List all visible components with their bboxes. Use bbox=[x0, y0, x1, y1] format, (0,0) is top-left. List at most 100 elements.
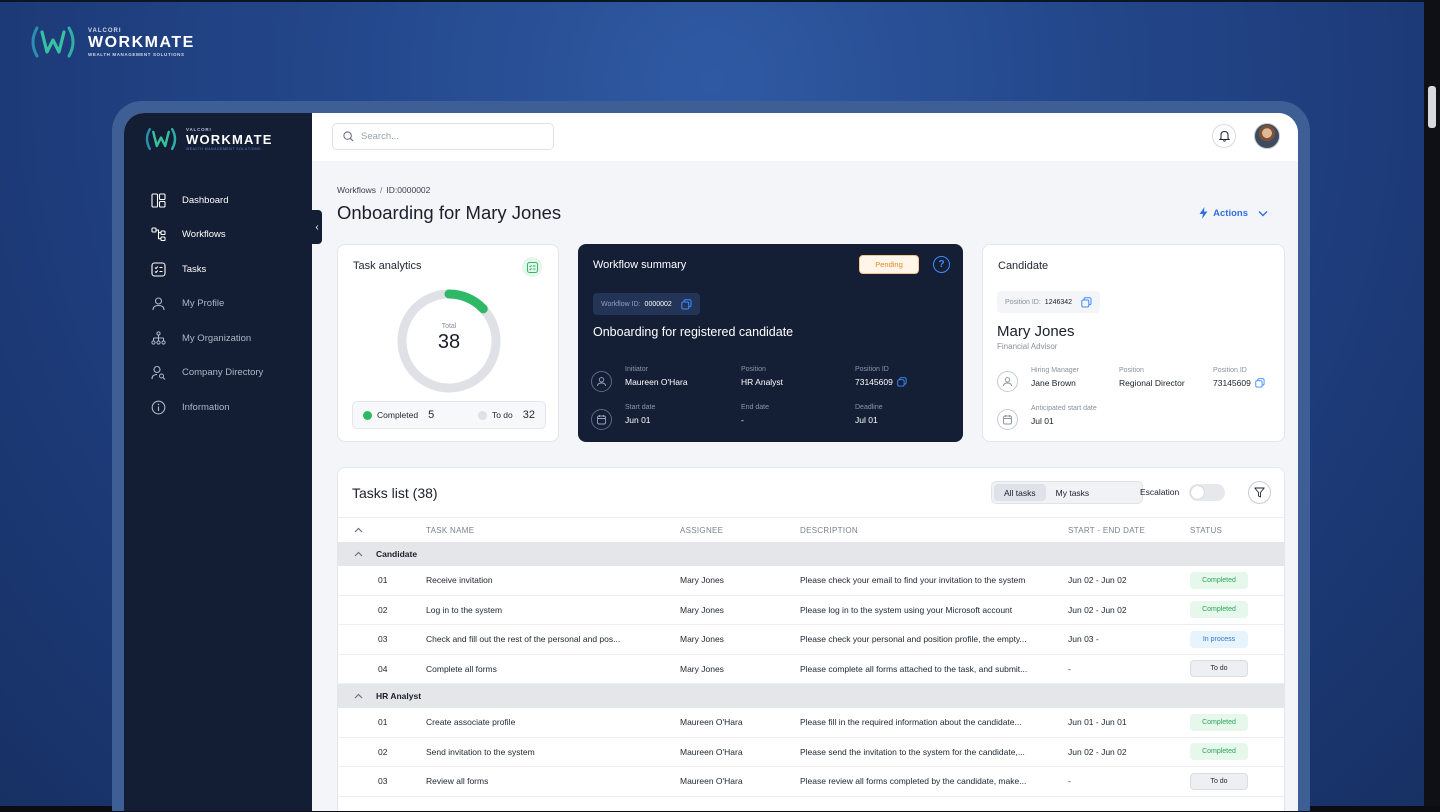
chevron-up-icon bbox=[338, 691, 376, 701]
copy-icon[interactable] bbox=[897, 377, 907, 387]
org-chart-icon bbox=[150, 330, 166, 346]
table-row[interactable]: 02 Send invitation to the system Maureen O… bbox=[338, 737, 1284, 767]
tasks-list-card: Tasks list (38) All tasks My tasks Escal… bbox=[337, 467, 1285, 811]
column-header-task-name[interactable]: TASK NAME bbox=[426, 525, 475, 535]
candidate-position-id-value: 73145609 bbox=[1213, 378, 1251, 388]
task-assignee: Maureen O'Hara bbox=[680, 746, 743, 757]
workflow-summary-card: Workflow summary Pending ? Workflow ID: … bbox=[578, 244, 963, 442]
task-number: 03 bbox=[378, 776, 388, 787]
sidebar-logo[interactable]: VALCORI WORKMATE WEALTH MANAGEMENT SOLUT… bbox=[142, 125, 273, 153]
task-group-row[interactable]: Candidate bbox=[338, 542, 1284, 566]
sidebar-item-my-organization[interactable]: My Organization bbox=[124, 321, 312, 356]
scrollbar-thumb[interactable] bbox=[1428, 86, 1436, 128]
task-status-badge: To do bbox=[1190, 660, 1248, 678]
directory-icon bbox=[150, 365, 166, 381]
bell-icon bbox=[1218, 130, 1230, 142]
my-tasks-tab[interactable]: My tasks bbox=[1055, 487, 1090, 498]
sidebar-item-tasks[interactable]: Tasks bbox=[124, 252, 312, 287]
brand-logo: VALCORI WORKMATE WEALTH MANAGEMENT SOLUT… bbox=[28, 22, 195, 62]
position-id-chip-label: Position ID: bbox=[1005, 298, 1041, 306]
collapse-all-button[interactable] bbox=[338, 526, 426, 535]
task-description: Please check your email to find your inv… bbox=[800, 575, 1026, 586]
deadline-field: Deadline Jul 01 bbox=[855, 404, 883, 425]
user-avatar[interactable] bbox=[1254, 123, 1280, 149]
todo-dot-icon bbox=[477, 410, 487, 420]
task-assignee: Mary Jones bbox=[680, 575, 724, 586]
all-tasks-tab[interactable]: All tasks bbox=[994, 484, 1046, 501]
task-assignee: Maureen O'Hara bbox=[680, 776, 743, 787]
chevron-up-icon bbox=[338, 549, 376, 559]
task-name[interactable]: Check and fill out the rest of the perso… bbox=[426, 634, 621, 645]
column-header-assignee[interactable]: ASSIGNEE bbox=[680, 525, 724, 535]
search-input[interactable] bbox=[361, 131, 541, 142]
sidebar-item-my-profile[interactable]: My Profile bbox=[124, 287, 312, 322]
task-assignee: Mary Jones bbox=[680, 663, 724, 674]
table-row[interactable]: 03 Check and fill out the rest of the per… bbox=[338, 625, 1284, 655]
task-name[interactable]: Log in to the system bbox=[426, 604, 503, 615]
legend-completed-label: Completed bbox=[377, 410, 419, 420]
table-row[interactable]: 04 Complete all forms Mary Jones Please com… bbox=[338, 654, 1284, 684]
copy-icon[interactable] bbox=[1081, 296, 1092, 308]
actions-dropdown[interactable]: Actions bbox=[1199, 207, 1268, 219]
task-number: 02 bbox=[378, 604, 388, 615]
task-dates: Jun 02 - Jun 02 bbox=[1068, 604, 1127, 615]
position-id-chip-value: 1246342 bbox=[1044, 298, 1073, 306]
candidate-title: Candidate bbox=[998, 260, 1049, 272]
filter-button[interactable] bbox=[1248, 481, 1271, 504]
checklist-icon[interactable] bbox=[522, 257, 542, 277]
sidebar: VALCORI WORKMATE WEALTH MANAGEMENT SOLUT… bbox=[124, 113, 312, 811]
search-box[interactable] bbox=[332, 123, 554, 150]
column-header-description[interactable]: DESCRIPTION bbox=[800, 525, 858, 535]
task-status-badge: Completed bbox=[1190, 743, 1248, 761]
escalation-label: Escalation bbox=[1140, 487, 1180, 497]
copy-icon[interactable] bbox=[681, 298, 692, 310]
task-name[interactable]: Send invitation to the system bbox=[426, 746, 535, 757]
hiring-manager-field: Hiring Manager Jane Brown bbox=[1031, 367, 1079, 388]
candidate-row-dates: Anticipated start date Jul 01 bbox=[997, 405, 1277, 435]
column-header-dates[interactable]: START - END DATE bbox=[1068, 525, 1146, 535]
task-number: 01 bbox=[378, 575, 388, 586]
task-group-row[interactable]: HR Analyst bbox=[338, 684, 1284, 708]
sidebar-item-information[interactable]: Information bbox=[124, 390, 312, 425]
donut-completed-arc bbox=[397, 289, 501, 393]
position-id-chip: Position ID: 1246342 bbox=[997, 291, 1101, 313]
task-dates: Jun 02 - Jun 02 bbox=[1068, 746, 1127, 757]
app-window: VALCORI WORKMATE WEALTH MANAGEMENT SOLUT… bbox=[124, 113, 1298, 811]
position-label: Position bbox=[741, 366, 766, 373]
tasks-table-body: Candidate 01 Receive invitation Mary Jones P… bbox=[338, 542, 1284, 797]
candidate-position-id-field: Position ID 73145609 bbox=[1213, 367, 1265, 388]
workflow-id-value: 0000002 bbox=[644, 300, 672, 308]
donut-total-label: Total bbox=[441, 323, 457, 330]
person-icon bbox=[997, 371, 1018, 392]
task-number: 02 bbox=[378, 746, 388, 757]
help-icon[interactable]: ? bbox=[933, 256, 950, 273]
task-donut-chart bbox=[397, 289, 501, 393]
task-name[interactable]: Receive invitation bbox=[426, 575, 493, 586]
sidebar-item-workflows[interactable]: Workflows bbox=[124, 218, 312, 253]
task-dates: - bbox=[1068, 663, 1071, 674]
sidebar-item-dashboard[interactable]: Dashboard bbox=[124, 183, 312, 218]
sidebar-collapse-button[interactable]: ‹ bbox=[312, 210, 322, 244]
sidebar-item-company-directory[interactable]: Company Directory bbox=[124, 356, 312, 391]
task-name[interactable]: Create associate profile bbox=[426, 717, 516, 728]
table-row[interactable]: 03 Review all forms Maureen O'Hara Please r… bbox=[338, 767, 1284, 797]
table-row[interactable]: 01 Create associate profile Maureen O'Hara… bbox=[338, 708, 1284, 738]
notifications-button[interactable] bbox=[1212, 124, 1236, 148]
legend-todo-label: To do bbox=[491, 410, 513, 420]
column-header-status[interactable]: STATUS bbox=[1190, 525, 1223, 535]
brand-name: WORKMATE bbox=[186, 132, 273, 147]
workmate-logo-icon bbox=[31, 26, 75, 58]
task-name[interactable]: Review all forms bbox=[426, 776, 489, 787]
top-bar bbox=[312, 113, 1298, 161]
breadcrumb-workflows-link[interactable]: Workflows bbox=[337, 185, 377, 195]
escalation-toggle[interactable] bbox=[1189, 484, 1225, 501]
window-scrollbar[interactable] bbox=[1424, 0, 1440, 812]
task-name[interactable]: Complete all forms bbox=[426, 663, 497, 674]
table-row[interactable]: 01 Receive invitation Mary Jones Please che… bbox=[338, 566, 1284, 596]
task-dates: Jun 02 - Jun 02 bbox=[1068, 575, 1127, 586]
copy-icon[interactable] bbox=[1255, 378, 1265, 388]
brand-name: WORKMATE bbox=[88, 33, 195, 51]
table-row[interactable]: 02 Log in to the system Mary Jones Please l… bbox=[338, 595, 1284, 625]
task-analytics-card: Task analytics Total 38 Completed 5 bbox=[337, 244, 559, 442]
task-group-name: HR Analyst bbox=[376, 691, 422, 701]
